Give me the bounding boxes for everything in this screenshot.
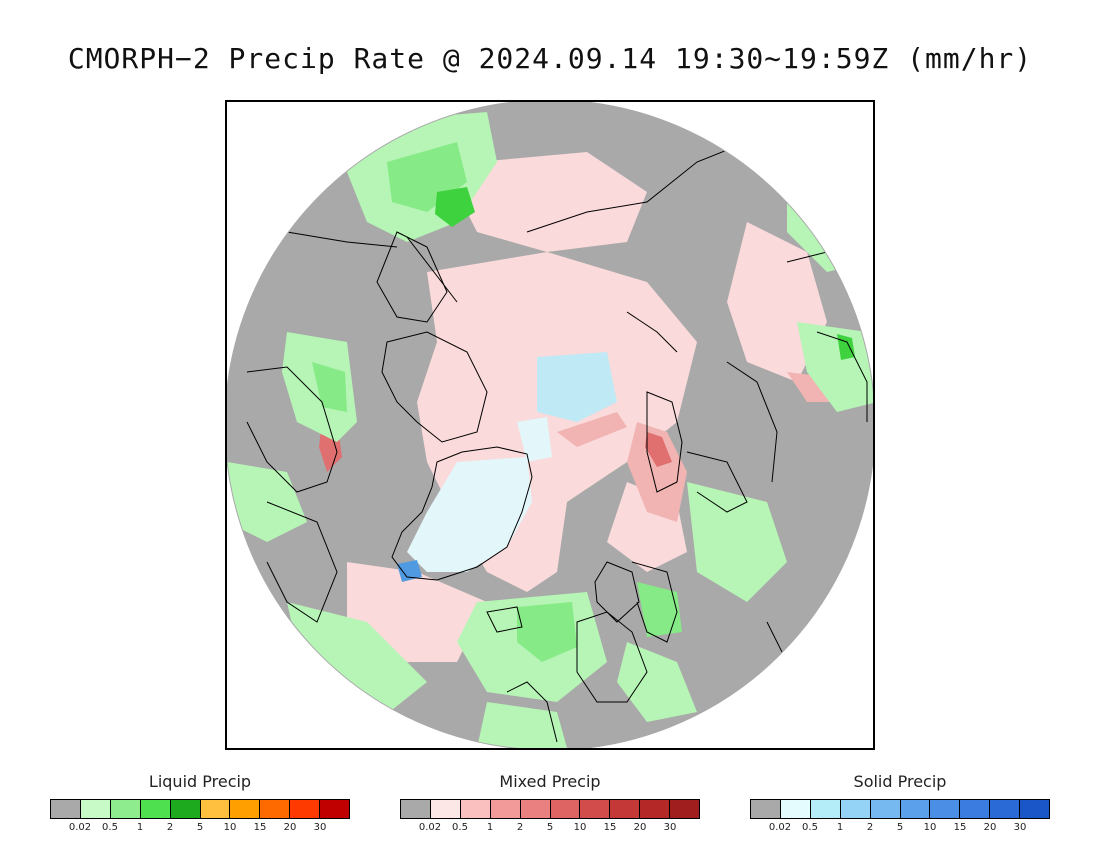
legend-tick-label: 20 bbox=[633, 822, 647, 833]
legend-swatch bbox=[810, 800, 841, 818]
legend-tick-label: 30 bbox=[313, 822, 327, 833]
legend-swatch bbox=[550, 800, 581, 818]
legend-swatch bbox=[460, 800, 491, 818]
legend-title: Liquid Precip bbox=[148, 772, 252, 791]
legend-tick-label: 5 bbox=[896, 822, 904, 833]
legend-tick-label: 30 bbox=[1013, 822, 1027, 833]
legend-swatch bbox=[870, 800, 901, 818]
legend-swatch bbox=[840, 800, 871, 818]
legend-swatch bbox=[110, 800, 141, 818]
legend-swatch bbox=[200, 800, 231, 818]
legend-tick-label: 20 bbox=[983, 822, 997, 833]
legend-swatch bbox=[990, 800, 1021, 818]
legend-tick-label: 0.02 bbox=[768, 822, 792, 833]
legend-swatch bbox=[490, 800, 521, 818]
legend-swatch bbox=[260, 800, 291, 818]
legend-swatch bbox=[960, 800, 991, 818]
legend-tick-label: 2 bbox=[166, 822, 174, 833]
legend-tick-label: 1 bbox=[136, 822, 144, 833]
legend-tick-label: 2 bbox=[516, 822, 524, 833]
legend-color-bar bbox=[400, 799, 700, 819]
mixed-precip-areas bbox=[319, 152, 837, 662]
legend-swatch bbox=[80, 800, 111, 818]
solid-precip-areas bbox=[397, 352, 617, 582]
legend-swatch bbox=[930, 800, 961, 818]
legend-title: Solid Precip bbox=[853, 772, 947, 791]
legend-tick-labels: 0.02 0.5 1 2 5 10 15 20 30 bbox=[50, 822, 350, 836]
legend-tick-label: 2 bbox=[866, 822, 874, 833]
legend-swatch bbox=[230, 800, 261, 818]
legend-tick-label: 5 bbox=[196, 822, 204, 833]
legend-tick-label: 30 bbox=[663, 822, 677, 833]
legend-tick-label: 0.02 bbox=[68, 822, 92, 833]
legend-swatch bbox=[780, 800, 811, 818]
legend-tick-label: 1 bbox=[836, 822, 844, 833]
legend-tick-label: 0.5 bbox=[452, 822, 468, 833]
legend-tick-labels: 0.02 0.5 1 2 5 10 15 20 30 bbox=[750, 822, 1050, 836]
legend-swatch bbox=[610, 800, 641, 818]
legend-swatch bbox=[520, 800, 551, 818]
map-canvas bbox=[227, 102, 873, 748]
legend-tick-labels: 0.02 0.5 1 2 5 10 15 20 30 bbox=[400, 822, 700, 836]
legend-swatch bbox=[290, 800, 321, 818]
legend-swatch bbox=[670, 800, 700, 818]
legend-tick-label: 0.02 bbox=[418, 822, 442, 833]
legend-color-bar bbox=[50, 799, 350, 819]
legend-tick-label: 15 bbox=[603, 822, 617, 833]
legend-tick-label: 0.5 bbox=[102, 822, 118, 833]
legend-swatch bbox=[401, 800, 431, 818]
legend-swatch bbox=[900, 800, 931, 818]
legend-tick-label: 15 bbox=[253, 822, 267, 833]
legend-liquid-precip: Liquid Precip 0.02 0.5 1 2 5 10 15 20 30 bbox=[50, 772, 350, 836]
legend-tick-label: 1 bbox=[486, 822, 494, 833]
legend-solid-precip: Solid Precip 0.02 0.5 1 2 5 10 15 20 30 bbox=[750, 772, 1050, 836]
legend-swatch bbox=[51, 800, 81, 818]
legend-swatch bbox=[580, 800, 611, 818]
legend-tick-label: 0.5 bbox=[802, 822, 818, 833]
map-title: CMORPH−2 Precip Rate @ 2024.09.14 19:30∼… bbox=[67, 42, 1033, 75]
legend-swatch bbox=[430, 800, 461, 818]
legend-swatch bbox=[751, 800, 781, 818]
legend-tick-label: 10 bbox=[923, 822, 937, 833]
legend-swatch bbox=[170, 800, 201, 818]
legend-swatch bbox=[140, 800, 171, 818]
legend-title: Mixed Precip bbox=[499, 772, 601, 791]
legend-mixed-precip: Mixed Precip 0.02 0.5 1 2 5 10 15 20 30 bbox=[400, 772, 700, 836]
legend-tick-label: 20 bbox=[283, 822, 297, 833]
legend-tick-label: 10 bbox=[223, 822, 237, 833]
legend-tick-label: 5 bbox=[546, 822, 554, 833]
legend-swatch bbox=[320, 800, 350, 818]
legend-tick-label: 15 bbox=[953, 822, 967, 833]
legend-tick-label: 10 bbox=[573, 822, 587, 833]
legend-color-bar bbox=[750, 799, 1050, 819]
legend-swatch bbox=[1020, 800, 1050, 818]
polar-precip-map bbox=[225, 100, 875, 750]
legend-swatch bbox=[640, 800, 671, 818]
